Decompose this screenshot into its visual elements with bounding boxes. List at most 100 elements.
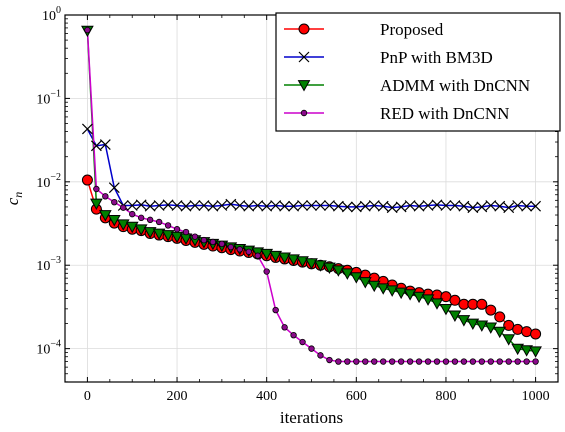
data-point-pnp-with-bm3d — [503, 202, 515, 214]
legend-marker-admm-with-dncnn — [297, 80, 311, 92]
data-point-pnp-with-bm3d — [135, 199, 147, 211]
data-point-pnp-with-bm3d — [180, 200, 192, 212]
data-point-pnp-with-bm3d — [144, 200, 156, 212]
data-point-admm-with-dncnn — [125, 221, 139, 234]
data-point-red-with-dncnn — [433, 358, 441, 365]
data-point-admm-with-dncnn — [376, 283, 390, 295]
data-point-red-with-dncnn — [380, 358, 387, 365]
data-point-proposed — [512, 323, 524, 335]
data-point-pnp-with-bm3d — [530, 200, 542, 212]
data-point-admm-with-dncnn — [520, 345, 533, 357]
data-point-admm-with-dncnn — [314, 260, 327, 272]
x-tick-label: 600 — [346, 389, 367, 404]
y-tick-label-exponent: −2 — [50, 172, 61, 183]
data-point-proposed — [521, 326, 533, 338]
y-tick-label: 100 — [42, 5, 61, 24]
data-point-red-with-dncnn — [308, 345, 315, 352]
data-point-pnp-with-bm3d — [458, 200, 470, 212]
data-point-pnp-with-bm3d — [404, 200, 416, 211]
data-point-red-with-dncnn — [388, 358, 396, 365]
data-point-proposed — [494, 311, 506, 323]
data-point-red-with-dncnn — [102, 193, 109, 200]
data-point-red-with-dncnn — [523, 358, 530, 365]
data-point-admm-with-dncnn — [367, 280, 381, 293]
data-point-red-with-dncnn — [155, 218, 163, 226]
data-point-red-with-dncnn — [451, 358, 459, 365]
data-point-proposed — [476, 298, 488, 310]
data-point-pnp-with-bm3d — [395, 201, 407, 213]
legend-label-pnp-with-bm3d: PnP with BM3D — [380, 48, 493, 67]
data-point-pnp-with-bm3d — [350, 201, 362, 213]
data-point-admm-with-dncnn — [296, 256, 309, 268]
data-point-pnp-with-bm3d — [297, 200, 308, 211]
data-point-pnp-with-bm3d — [162, 199, 174, 211]
data-point-pnp-with-bm3d — [216, 200, 228, 211]
data-point-admm-with-dncnn — [421, 294, 435, 306]
data-point-pnp-with-bm3d — [153, 200, 165, 211]
data-point-red-with-dncnn — [191, 233, 199, 240]
data-point-proposed — [503, 319, 515, 331]
data-point-pnp-with-bm3d — [332, 200, 344, 212]
data-point-pnp-with-bm3d — [279, 200, 291, 212]
y-axis-label-subscript: n — [11, 192, 25, 198]
legend-label-red-with-dncnn: RED with DnCNN — [380, 104, 509, 123]
data-point-pnp-with-bm3d — [359, 200, 371, 212]
y-axis-label: cn — [3, 192, 25, 206]
data-point-admm-with-dncnn — [511, 343, 525, 356]
data-point-red-with-dncnn — [236, 246, 243, 253]
data-point-admm-with-dncnn — [287, 254, 300, 266]
data-point-admm-with-dncnn — [143, 227, 157, 239]
data-point-red-with-dncnn — [496, 358, 503, 365]
data-point-pnp-with-bm3d — [440, 200, 452, 211]
data-point-pnp-with-bm3d — [449, 200, 461, 211]
data-point-pnp-with-bm3d — [252, 200, 264, 211]
data-point-admm-with-dncnn — [358, 277, 372, 289]
data-point-red-with-dncnn — [344, 358, 351, 365]
data-point-red-with-dncnn — [137, 214, 145, 222]
data-point-red-with-dncnn — [460, 358, 468, 365]
data-point-admm-with-dncnn — [394, 287, 408, 300]
y-tick-label: 10−3 — [36, 255, 61, 274]
data-point-pnp-with-bm3d — [467, 202, 479, 214]
x-tick-label: 1000 — [522, 389, 550, 404]
data-point-red-with-dncnn — [111, 198, 118, 206]
legend-marker-proposed — [298, 23, 310, 35]
data-point-pnp-with-bm3d — [171, 200, 183, 211]
data-point-red-with-dncnn — [146, 216, 154, 224]
legend-label-admm-with-dncnn: ADMM with DnCNN — [380, 76, 530, 95]
legend-marker-pnp-with-bm3d — [298, 51, 310, 63]
data-point-red-with-dncnn — [371, 358, 378, 365]
data-point-red-with-dncnn — [326, 356, 333, 364]
data-point-admm-with-dncnn — [493, 326, 507, 339]
data-point-red-with-dncnn — [173, 226, 181, 233]
y-tick-label-exponent: −3 — [50, 255, 61, 266]
data-point-red-with-dncnn — [424, 358, 432, 365]
data-point-admm-with-dncnn — [439, 303, 453, 316]
data-point-admm-with-dncnn — [412, 291, 426, 304]
data-point-admm-with-dncnn — [457, 315, 471, 327]
data-point-red-with-dncnn — [164, 222, 172, 229]
data-point-pnp-with-bm3d — [386, 202, 398, 214]
data-point-red-with-dncnn — [272, 306, 279, 314]
x-tick-label: 0 — [84, 389, 91, 404]
data-point-admm-with-dncnn — [484, 322, 498, 334]
data-point-admm-with-dncnn — [502, 334, 516, 346]
series-markers — [81, 25, 542, 365]
data-point-red-with-dncnn — [200, 236, 208, 244]
data-point-pnp-with-bm3d — [225, 198, 237, 210]
x-tick-label: 200 — [167, 389, 188, 404]
data-point-red-with-dncnn — [487, 358, 494, 365]
data-point-red-with-dncnn — [263, 268, 270, 275]
data-point-pnp-with-bm3d — [306, 200, 317, 211]
data-point-admm-with-dncnn — [161, 230, 175, 242]
data-point-red-with-dncnn — [505, 358, 512, 365]
data-point-admm-with-dncnn — [448, 310, 462, 322]
data-point-pnp-with-bm3d — [413, 200, 425, 212]
data-point-admm-with-dncnn — [305, 258, 318, 270]
data-point-pnp-with-bm3d — [90, 140, 102, 152]
y-tick-label: 10−1 — [36, 88, 61, 107]
data-point-proposed — [485, 304, 497, 316]
data-point-pnp-with-bm3d — [422, 200, 434, 211]
data-point-red-with-dncnn — [281, 324, 288, 331]
